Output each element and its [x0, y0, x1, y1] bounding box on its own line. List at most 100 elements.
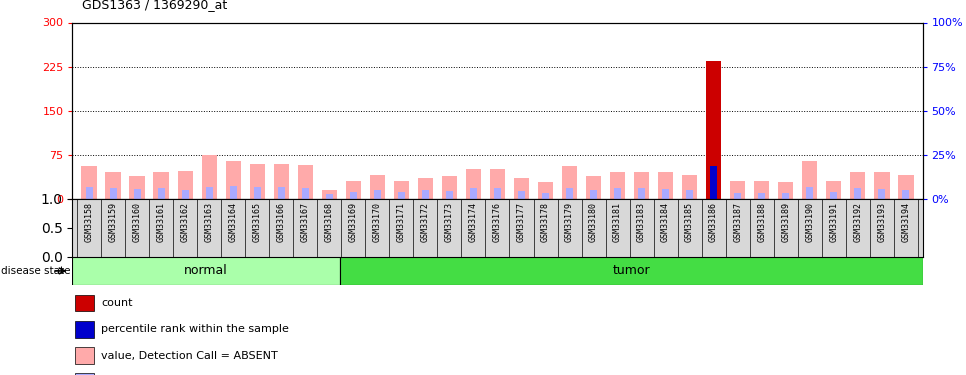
- Text: value, Detection Call = ABSENT: value, Detection Call = ABSENT: [101, 351, 278, 360]
- Bar: [518, 190, 525, 199]
- Bar: [686, 190, 693, 199]
- Bar: [590, 190, 597, 199]
- Bar: [826, 181, 841, 199]
- Bar: [129, 176, 145, 199]
- Text: count: count: [101, 298, 133, 308]
- Bar: [470, 188, 477, 199]
- Bar: [302, 188, 309, 199]
- Text: GSM33172: GSM33172: [421, 202, 430, 242]
- Bar: [75, 347, 95, 364]
- Bar: [105, 172, 121, 199]
- Bar: [254, 187, 261, 199]
- Bar: [753, 181, 770, 199]
- Text: GSM33174: GSM33174: [469, 202, 478, 242]
- Bar: [75, 321, 95, 338]
- Text: GSM33180: GSM33180: [589, 202, 598, 242]
- Text: GSM33158: GSM33158: [85, 202, 94, 242]
- Bar: [682, 175, 697, 199]
- FancyBboxPatch shape: [72, 257, 340, 285]
- Text: GSM33178: GSM33178: [541, 202, 550, 242]
- Bar: [802, 160, 817, 199]
- Bar: [86, 187, 93, 199]
- Text: GSM33186: GSM33186: [709, 202, 718, 242]
- Text: GSM33162: GSM33162: [181, 202, 189, 242]
- Bar: [298, 165, 313, 199]
- Bar: [854, 188, 861, 199]
- Bar: [850, 172, 866, 199]
- Text: GSM33194: GSM33194: [901, 202, 910, 242]
- Bar: [566, 188, 573, 199]
- Bar: [346, 181, 361, 199]
- Bar: [495, 188, 500, 199]
- Bar: [350, 192, 356, 199]
- Text: GSM33192: GSM33192: [853, 202, 863, 242]
- Text: GSM33167: GSM33167: [300, 202, 310, 242]
- Text: GSM33165: GSM33165: [253, 202, 262, 242]
- Bar: [778, 182, 793, 199]
- Bar: [658, 172, 673, 199]
- Text: GSM33177: GSM33177: [517, 202, 526, 242]
- Bar: [446, 190, 453, 199]
- Text: GSM33159: GSM33159: [109, 202, 118, 242]
- Bar: [230, 186, 237, 199]
- Bar: [154, 172, 169, 199]
- Bar: [75, 295, 95, 311]
- Bar: [614, 188, 621, 199]
- Bar: [898, 175, 914, 199]
- Bar: [874, 172, 890, 199]
- Bar: [370, 175, 385, 199]
- Bar: [422, 190, 429, 199]
- Text: GSM33173: GSM33173: [445, 202, 454, 242]
- Bar: [561, 166, 578, 199]
- Text: GSM33171: GSM33171: [397, 202, 406, 242]
- Text: GSM33163: GSM33163: [205, 202, 213, 242]
- Bar: [206, 187, 213, 199]
- Bar: [327, 194, 332, 199]
- Text: percentile rank within the sample: percentile rank within the sample: [101, 324, 289, 334]
- Text: normal: normal: [185, 264, 228, 278]
- Bar: [182, 190, 188, 199]
- Bar: [75, 374, 95, 375]
- Text: GSM33161: GSM33161: [156, 202, 166, 242]
- Text: GSM33193: GSM33193: [877, 202, 886, 242]
- Bar: [730, 181, 746, 199]
- Text: GSM33187: GSM33187: [733, 202, 742, 242]
- Bar: [758, 193, 765, 199]
- Text: GSM33190: GSM33190: [806, 202, 814, 242]
- Text: GSM33170: GSM33170: [373, 202, 382, 242]
- Bar: [110, 188, 117, 199]
- Text: GSM33164: GSM33164: [229, 202, 238, 242]
- Bar: [734, 193, 741, 199]
- Bar: [639, 188, 645, 199]
- Bar: [538, 182, 554, 199]
- Bar: [490, 170, 505, 199]
- Bar: [374, 190, 381, 199]
- Text: GSM33189: GSM33189: [781, 202, 790, 242]
- Bar: [902, 190, 909, 199]
- Bar: [278, 187, 285, 199]
- Bar: [249, 164, 265, 199]
- Text: GSM33169: GSM33169: [349, 202, 358, 242]
- Bar: [322, 190, 337, 199]
- Bar: [514, 178, 529, 199]
- Text: tumor: tumor: [612, 264, 650, 278]
- Bar: [782, 193, 789, 199]
- Bar: [542, 193, 549, 199]
- Bar: [393, 181, 410, 199]
- Bar: [134, 189, 141, 199]
- Text: GDS1363 / 1369290_at: GDS1363 / 1369290_at: [82, 0, 227, 11]
- Text: GSM33179: GSM33179: [565, 202, 574, 242]
- Bar: [634, 172, 649, 199]
- Text: GSM33188: GSM33188: [757, 202, 766, 242]
- Bar: [585, 176, 602, 199]
- Text: GSM33168: GSM33168: [325, 202, 334, 242]
- Bar: [831, 192, 838, 199]
- Bar: [225, 160, 242, 199]
- Bar: [273, 164, 289, 199]
- FancyBboxPatch shape: [340, 257, 923, 285]
- Text: GSM33185: GSM33185: [685, 202, 695, 242]
- Text: GSM33184: GSM33184: [661, 202, 670, 242]
- Bar: [81, 166, 97, 199]
- Bar: [178, 171, 193, 199]
- Bar: [441, 176, 457, 199]
